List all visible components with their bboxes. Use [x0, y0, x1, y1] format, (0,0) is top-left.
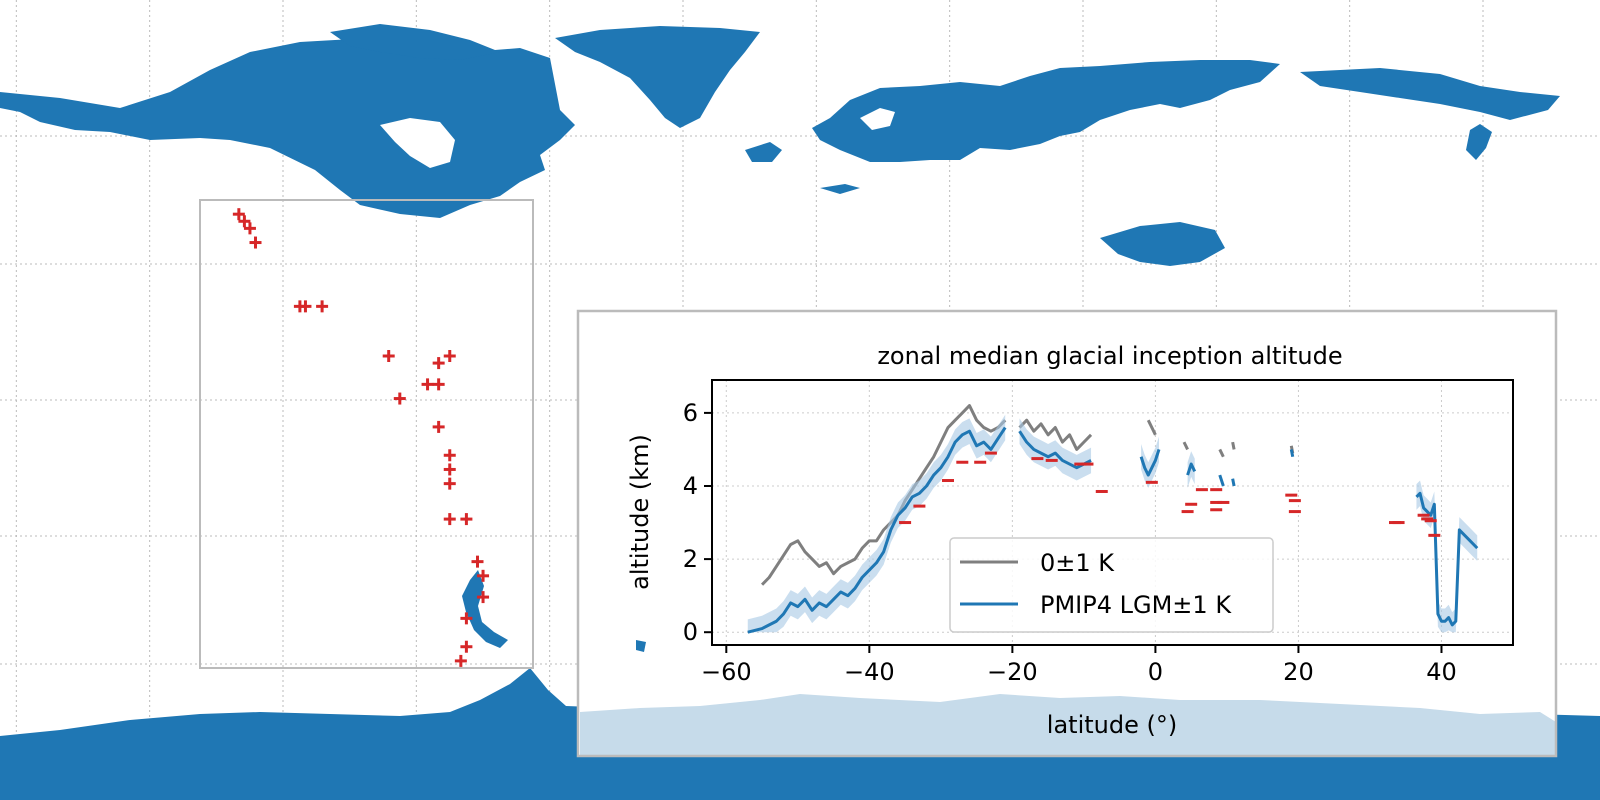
site-marker: [443, 513, 456, 526]
chart-title: zonal median glacial inception altitude: [877, 342, 1342, 370]
legend: 0±1 K PMIP4 LGM±1 K: [949, 537, 1274, 633]
site-marker: [299, 300, 312, 313]
caspian-sea: [860, 108, 895, 130]
series-lgm-line: [1018, 430, 1092, 470]
eurasia-landmass: [812, 60, 1280, 162]
y-tick-label: 2: [683, 545, 698, 573]
site-marker: [460, 513, 473, 526]
canadian-arctic-islands: [330, 24, 500, 60]
hudson-bay: [380, 118, 455, 168]
greenland-landmass: [555, 26, 760, 128]
site-marker: [316, 300, 329, 313]
site-marker: [460, 612, 473, 625]
map-site-markers: [232, 208, 490, 667]
x-tick-label: −60: [701, 658, 752, 686]
series-lgm-line: [1139, 448, 1161, 477]
site-marker: [432, 378, 445, 391]
inset-south-america: [636, 640, 646, 652]
site-marker: [249, 236, 262, 249]
site-marker: [471, 555, 484, 568]
arctic-islands-east: [1300, 68, 1560, 120]
north-america-landmass: [0, 38, 575, 218]
x-axis: −60 −40 −20 0 20 40: [701, 645, 1457, 686]
x-axis-label: latitude (°): [1047, 711, 1177, 739]
site-marker: [232, 208, 245, 221]
plot-site-markers: [899, 451, 1441, 537]
site-marker: [421, 378, 434, 391]
inset-panel: zonal median glacial inception altitude …: [576, 309, 1558, 758]
series-0k: [760, 404, 1295, 586]
tibetan-highlands: [1100, 222, 1225, 266]
series-0k-line: [1218, 448, 1225, 458]
site-marker: [243, 222, 256, 235]
plot-frame: [711, 379, 1514, 646]
inset-frame: [576, 309, 1558, 758]
x-tick-label: 0: [1148, 658, 1163, 686]
site-marker: [382, 350, 395, 362]
series-0k-line: [760, 404, 1007, 586]
south-america-andes: [462, 570, 508, 648]
site-marker: [238, 215, 251, 228]
series-lgm-band: [1141, 436, 1159, 488]
legend-label-lgm: PMIP4 LGM±1 K: [1040, 591, 1232, 619]
y-tick-label: 6: [683, 399, 698, 427]
series-0k-line: [1018, 418, 1093, 451]
y-tick-label: 0: [683, 618, 698, 646]
y-axis: 0 2 4 6: [683, 399, 712, 646]
series-lgm-band: [1187, 451, 1195, 488]
y-tick-label: 4: [683, 472, 698, 500]
site-marker: [443, 350, 456, 362]
x-tick-label: −40: [844, 658, 895, 686]
scandinavia-islands: [745, 142, 782, 162]
site-marker: [460, 640, 473, 653]
series-lgm-line: [1218, 474, 1225, 487]
series-0k-line: [1231, 441, 1236, 450]
asia-islands: [1466, 124, 1492, 160]
site-marker: [454, 654, 467, 667]
central-asia-fragment: [820, 184, 860, 194]
site-marker: [393, 392, 406, 405]
site-marker: [477, 591, 490, 604]
x-tick-label: −20: [987, 658, 1038, 686]
legend-box: [949, 537, 1274, 633]
series-lgm-line: [1289, 449, 1295, 458]
series-0k-line: [1146, 419, 1157, 436]
series-lgm-line: [1415, 491, 1479, 627]
site-marker: [443, 463, 456, 476]
series-lgm-line: [1186, 462, 1197, 476]
site-marker: [443, 477, 456, 490]
series-lgm-line: [1231, 478, 1236, 487]
site-marker: [443, 449, 456, 462]
site-marker: [432, 420, 445, 433]
legend-label-0k: 0±1 K: [1040, 549, 1115, 577]
site-marker: [477, 569, 490, 582]
x-tick-label: 40: [1426, 658, 1457, 686]
x-tick-label: 20: [1283, 658, 1314, 686]
site-marker: [432, 357, 445, 370]
inset-antarctica: [580, 694, 1556, 756]
series-lgm-line: [747, 426, 1007, 634]
series-0k-line: [1182, 441, 1189, 451]
plot-area: −60 −40 −20 0 20 40 0 2 4 6: [683, 379, 1514, 686]
y-axis-label: altitude (km): [626, 434, 654, 590]
region-box: [199, 199, 534, 669]
